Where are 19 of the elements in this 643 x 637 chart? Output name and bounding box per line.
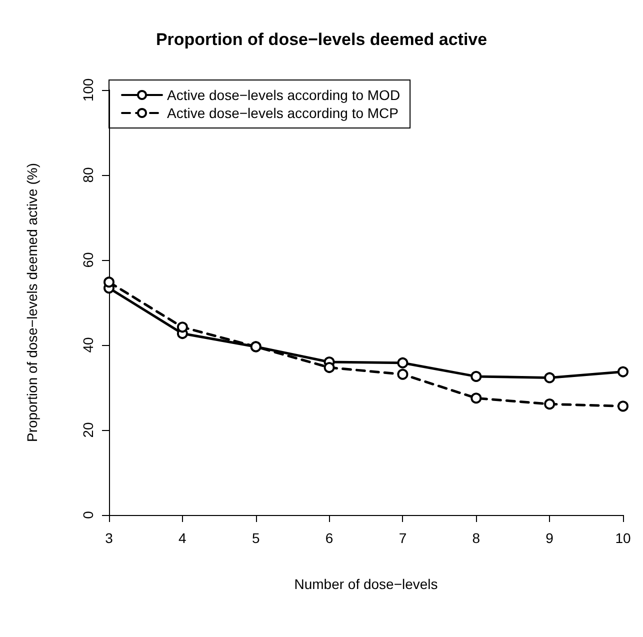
y-tick-label: 100 bbox=[80, 78, 96, 102]
y-tick-label: 0 bbox=[80, 510, 96, 519]
legend-label: Active dose−levels according to MCP bbox=[167, 105, 398, 121]
x-axis-title: Number of dose−levels bbox=[294, 576, 438, 592]
y-tick-label: 20 bbox=[80, 422, 96, 438]
y-tick-label: 40 bbox=[80, 337, 96, 353]
x-tick-label: 4 bbox=[178, 530, 187, 546]
x-tick-label: 3 bbox=[105, 530, 114, 546]
x-tick-label: 8 bbox=[472, 530, 480, 546]
y-tick-label: 60 bbox=[80, 252, 96, 268]
x-tick-label: 7 bbox=[398, 530, 407, 546]
y-tick-label: 80 bbox=[80, 167, 96, 183]
x-tick-label: 10 bbox=[615, 530, 631, 546]
legend-label: Active dose−levels according to MOD bbox=[167, 87, 400, 103]
x-tick-label: 6 bbox=[325, 530, 334, 546]
x-tick-label: 9 bbox=[546, 530, 554, 546]
chart-title: Proportion of dose−levels deemed active bbox=[156, 30, 488, 49]
y-axis-title: Proportion of dose−levels deemed active (%) bbox=[24, 163, 40, 442]
x-tick-label: 5 bbox=[252, 530, 260, 546]
